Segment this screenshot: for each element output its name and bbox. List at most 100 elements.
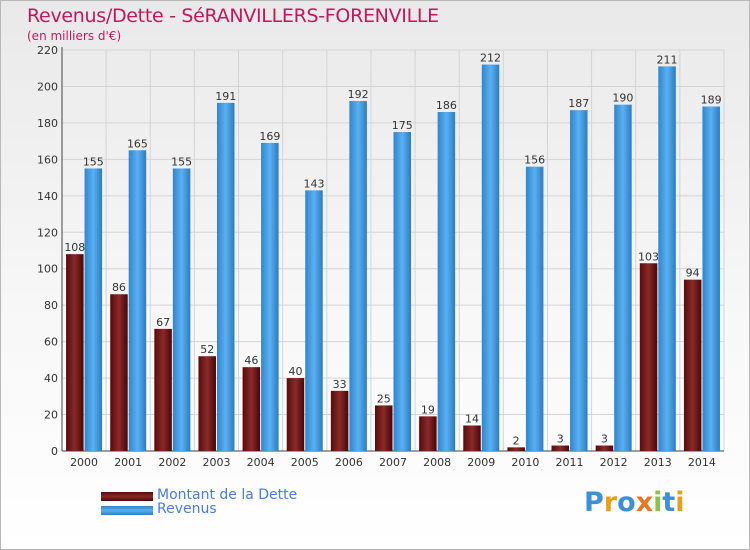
- value-label-debt: 40: [288, 365, 302, 378]
- value-label-revenue: 155: [83, 155, 104, 168]
- value-label-debt: 19: [421, 403, 435, 416]
- bar-revenue: [658, 66, 676, 452]
- bar-revenue: [84, 168, 103, 451]
- logo-letter: x: [635, 487, 654, 518]
- y-tick-label: 160: [37, 153, 58, 166]
- bar-revenue: [172, 168, 191, 451]
- bar-debt: [286, 378, 305, 451]
- value-label-revenue: 143: [303, 177, 324, 190]
- value-label-revenue: 189: [701, 94, 722, 107]
- bar-revenue: [570, 110, 588, 452]
- x-tick-label: 2013: [644, 456, 672, 469]
- bar-revenue: [128, 150, 147, 451]
- bar-revenue: [216, 102, 235, 451]
- bar-debt: [66, 254, 84, 451]
- bar-debt: [639, 263, 658, 451]
- y-tick-label: 40: [44, 372, 58, 385]
- x-tick-label: 2007: [379, 456, 407, 469]
- x-tick-label: 2009: [467, 456, 495, 469]
- bar-revenue: [481, 64, 500, 451]
- x-tick-label: 2005: [291, 456, 319, 469]
- value-label-revenue: 187: [568, 97, 589, 110]
- value-label-debt: 25: [377, 392, 391, 405]
- x-tick-label: 2006: [335, 456, 363, 469]
- bar-debt: [463, 425, 481, 451]
- bar-debt: [683, 279, 702, 451]
- bar-debt: [198, 356, 216, 451]
- value-label-revenue: 155: [171, 155, 192, 168]
- y-tick-label: 140: [37, 190, 58, 203]
- x-tick-label: 2001: [114, 456, 142, 469]
- value-label-revenue: 175: [392, 119, 413, 132]
- y-tick-label: 180: [37, 117, 58, 130]
- chart-title: Revenus/Dette - SéRANVILLERS-FORENVILLE: [27, 5, 439, 27]
- bar-debt: [110, 294, 128, 451]
- logo-letter: r: [603, 487, 618, 518]
- value-label-revenue: 165: [127, 137, 148, 150]
- y-tick-label: 220: [37, 44, 58, 57]
- value-label-revenue: 156: [524, 154, 545, 167]
- proxiti-logo: Proxiti: [584, 487, 685, 518]
- bar-revenue: [305, 190, 323, 451]
- logo-letter: i: [653, 487, 663, 518]
- x-tick-label: 2002: [158, 456, 186, 469]
- bar-debt: [375, 405, 393, 451]
- value-label-revenue: 211: [657, 53, 678, 66]
- value-label-debt: 14: [465, 412, 479, 425]
- value-label-revenue: 212: [480, 52, 501, 65]
- x-tick-label: 2012: [600, 456, 628, 469]
- y-tick-label: 20: [44, 409, 58, 422]
- value-label-debt: 33: [333, 378, 347, 391]
- logo-letter: t: [662, 487, 676, 518]
- x-tick-label: 2008: [423, 456, 451, 469]
- value-label-debt: 94: [686, 267, 700, 280]
- value-label-debt: 67: [156, 316, 170, 329]
- value-label-debt: 103: [638, 250, 659, 263]
- value-label-revenue: 169: [259, 130, 280, 143]
- value-label-debt: 52: [200, 343, 214, 356]
- value-label-debt: 86: [112, 281, 126, 294]
- value-label-debt: 108: [64, 241, 85, 254]
- value-label-revenue: 191: [215, 90, 236, 103]
- value-label-debt: 2: [513, 434, 520, 447]
- bar-debt: [330, 390, 349, 451]
- bar-revenue: [349, 101, 367, 451]
- bar-debt: [154, 328, 172, 451]
- y-tick-label: 100: [37, 263, 58, 276]
- value-label-revenue: 190: [612, 92, 633, 105]
- y-tick-label: 0: [51, 445, 58, 458]
- bar-revenue: [393, 132, 411, 452]
- x-tick-label: 2003: [202, 456, 230, 469]
- legend-swatch-revenue: [101, 506, 153, 515]
- bar-debt: [419, 416, 437, 451]
- logo-letter: o: [617, 487, 636, 518]
- y-tick-label: 80: [44, 299, 58, 312]
- bar-debt: [507, 447, 525, 451]
- value-label-revenue: 186: [436, 99, 457, 112]
- bar-revenue: [261, 142, 279, 451]
- bar-debt: [595, 445, 614, 451]
- bar-revenue: [525, 166, 544, 451]
- logo-letter: i: [675, 487, 685, 518]
- x-tick-label: 2011: [556, 456, 584, 469]
- x-tick-label: 2004: [247, 456, 275, 469]
- legend-label-debt: Montant de la Dette: [157, 487, 298, 503]
- y-tick-label: 120: [37, 226, 58, 239]
- y-tick-label: 60: [44, 336, 58, 349]
- y-tick-label: 200: [37, 80, 58, 93]
- logo-letter: P: [584, 487, 604, 518]
- legend-label-revenue: Revenus: [157, 501, 217, 517]
- x-tick-label: 2014: [688, 456, 716, 469]
- value-label-debt: 3: [557, 433, 564, 446]
- chart-subtitle: (en milliers d'€): [27, 29, 122, 43]
- bar-debt: [551, 445, 570, 451]
- bar-revenue: [437, 111, 456, 452]
- bar-revenue: [614, 104, 632, 451]
- value-label-revenue: 192: [348, 88, 369, 101]
- legend-swatch-debt: [101, 492, 153, 501]
- bar-debt: [242, 367, 261, 451]
- x-tick-label: 2000: [70, 456, 98, 469]
- bar-revenue: [702, 106, 720, 451]
